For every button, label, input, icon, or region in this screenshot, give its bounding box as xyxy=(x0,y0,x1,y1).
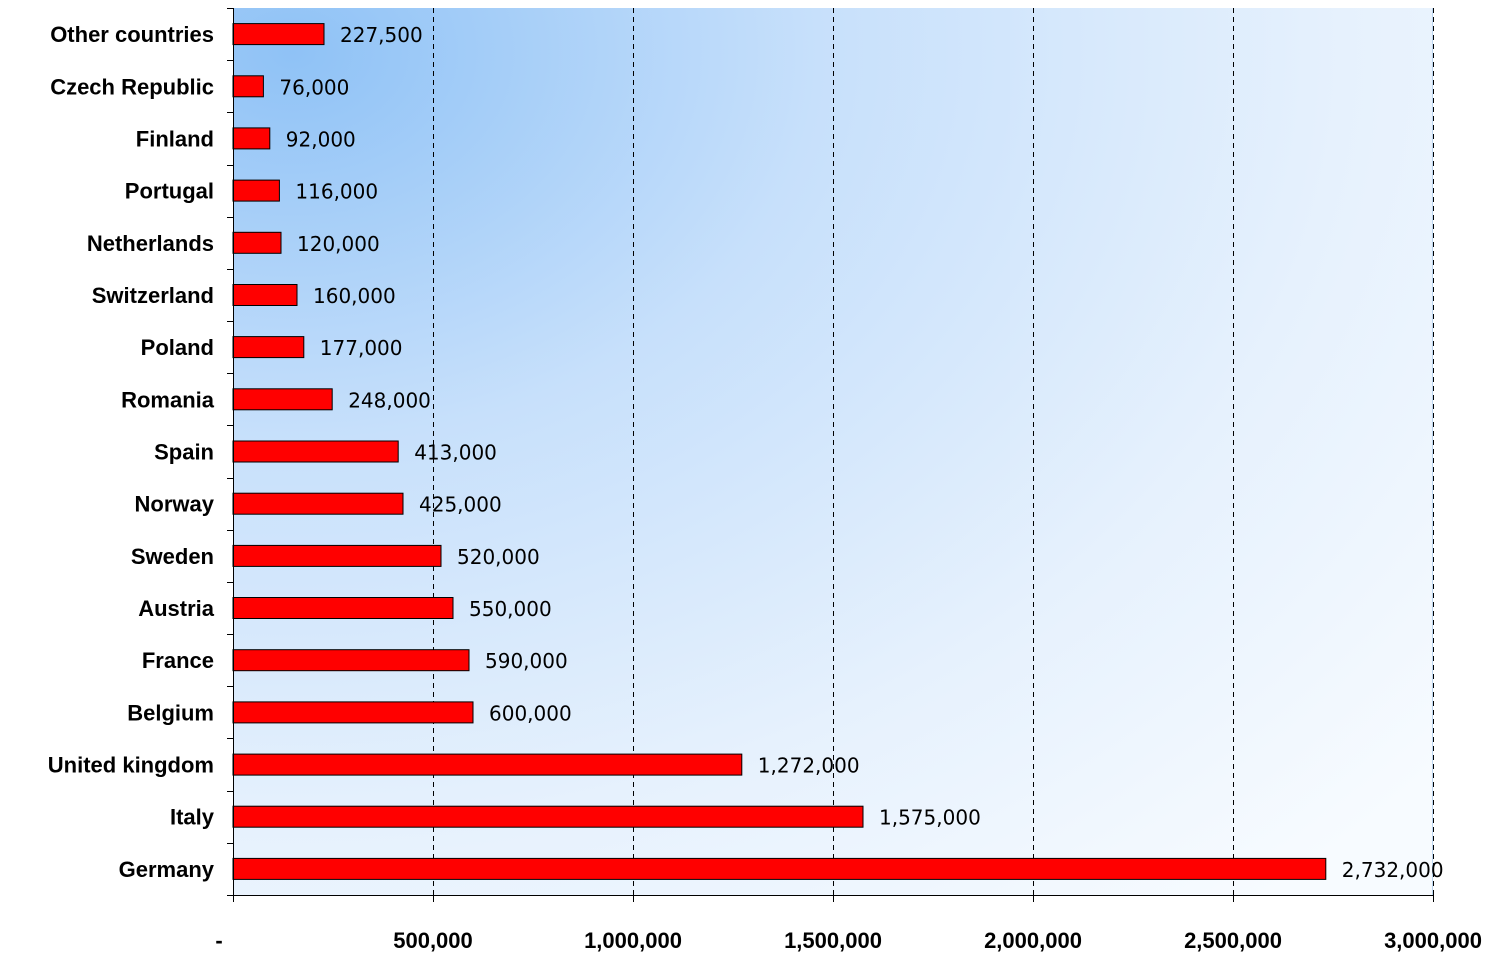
bar xyxy=(232,597,454,619)
x-tick-label: 3,000,000 xyxy=(1384,928,1482,953)
data-label: 520,000 xyxy=(457,545,540,569)
x-tick-label: 2,500,000 xyxy=(1184,928,1282,953)
data-label: 248,000 xyxy=(348,388,431,412)
bar xyxy=(232,231,282,254)
x-tick-label: 1,000,000 xyxy=(584,928,682,953)
grid-lines xyxy=(433,8,1434,895)
category-labels: Other countries Czech Republic Finland Port… xyxy=(48,22,215,882)
data-label: 550,000 xyxy=(469,597,552,621)
x-tick-label: 1,500,000 xyxy=(784,928,882,953)
category-label: Austria xyxy=(138,596,215,621)
x-tick-label: - xyxy=(215,928,222,953)
category-label: Netherlands xyxy=(87,231,214,256)
bar xyxy=(232,857,1327,880)
category-label: Romania xyxy=(121,387,215,412)
x-tick-label: 2,000,000 xyxy=(984,928,1082,953)
bar xyxy=(232,544,442,567)
x-tick-label: 500,000 xyxy=(393,928,473,953)
data-label: 116,000 xyxy=(295,180,378,204)
category-label: Switzerland xyxy=(92,283,214,308)
data-label: 160,000 xyxy=(313,284,396,308)
bar xyxy=(232,440,399,463)
x-tick-labels: - 500,000 1,000,000 1,500,000 2,000,000 2,500… xyxy=(215,928,1482,953)
category-label: Czech Republic xyxy=(50,74,214,99)
data-label: 227,500 xyxy=(340,23,423,47)
category-label: Spain xyxy=(154,440,214,465)
value-labels: 227,500 76,000 92,000 116,000 120,000 160,000… xyxy=(279,23,1443,882)
bar xyxy=(232,492,404,515)
data-label: 413,000 xyxy=(414,441,497,465)
bar xyxy=(232,388,333,411)
category-label: Belgium xyxy=(127,700,214,725)
bar xyxy=(232,336,305,359)
data-label: 76,000 xyxy=(279,75,349,99)
category-label: Germany xyxy=(119,857,215,882)
category-label: Sweden xyxy=(131,544,214,569)
bar xyxy=(232,179,280,202)
bar xyxy=(232,649,470,672)
category-label: Other countries xyxy=(50,22,214,47)
bar xyxy=(232,284,298,306)
data-label: 590,000 xyxy=(485,649,568,673)
category-label: Poland xyxy=(141,335,214,360)
bar xyxy=(232,75,264,98)
data-label: 1,575,000 xyxy=(879,806,981,830)
bar xyxy=(232,805,864,828)
data-label: 425,000 xyxy=(419,493,502,517)
data-label: 120,000 xyxy=(297,232,380,256)
category-label: United kingdom xyxy=(48,753,214,778)
category-label: Portugal xyxy=(125,179,214,204)
data-label: 600,000 xyxy=(489,701,572,725)
bar xyxy=(232,701,474,724)
bar xyxy=(232,23,325,46)
data-label: 92,000 xyxy=(286,127,356,151)
category-label: France xyxy=(142,648,214,673)
data-label: 1,272,000 xyxy=(758,754,860,778)
data-label: 177,000 xyxy=(320,336,403,360)
bar xyxy=(232,127,271,150)
bar xyxy=(232,753,743,776)
axes xyxy=(227,8,1434,902)
category-label: Norway xyxy=(135,492,215,517)
category-label: Finland xyxy=(136,126,214,151)
data-label: 2,732,000 xyxy=(1342,858,1444,882)
category-label: Italy xyxy=(170,805,215,830)
